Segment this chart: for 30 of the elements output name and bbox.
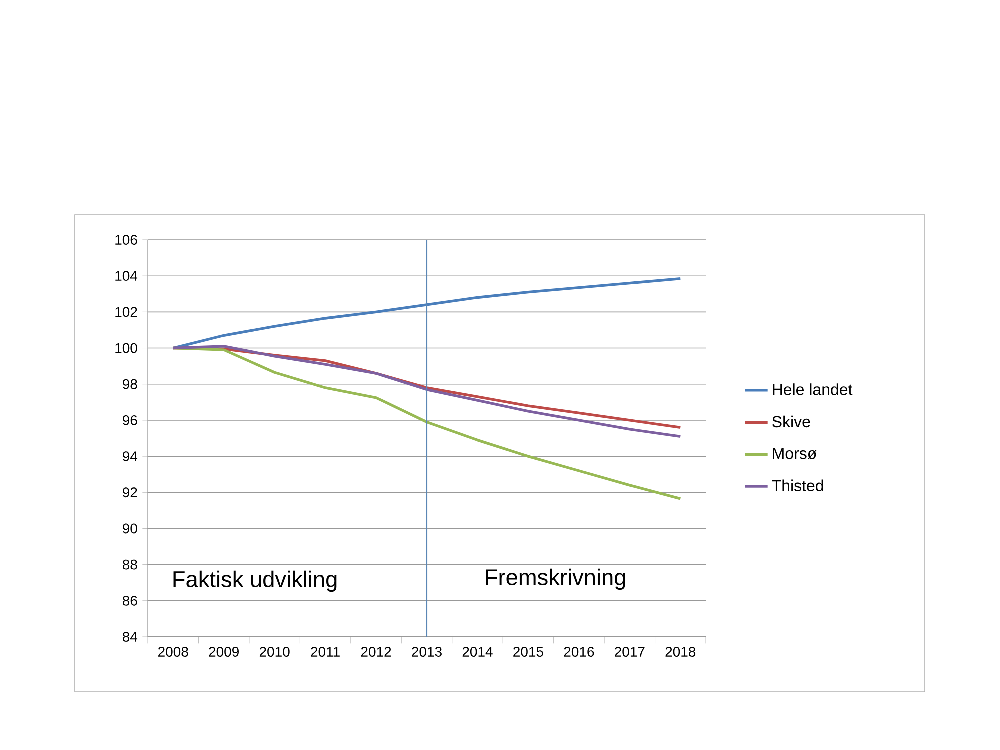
x-tick-label: 2014 [462,647,493,657]
y-tick-label: 86 [122,596,138,606]
y-tick-label: 104 [116,271,138,282]
x-tick-label: 2015 [514,647,544,657]
x-tick-label: 2009 [209,647,239,657]
x-tick-label: 2017 [615,647,645,657]
legend-label: Morsø [773,448,817,460]
x-tick-label: 2018 [666,647,696,657]
legend-label: Hele landet [773,384,853,396]
x-tick-label: 2008 [158,647,188,657]
x-tick-label: 2012 [361,647,392,657]
y-tick-label: 100 [116,343,138,354]
annotation: Faktisk udvikling [174,570,337,592]
y-tick-label: 92 [123,488,138,498]
x-tick-label: 2013 [412,647,442,657]
legend-label: Thisted [772,480,824,492]
legend-label: Skive [772,416,810,428]
x-tick-label: 2011 [311,647,340,657]
y-tick-label: 98 [123,379,138,390]
y-tick-label: 94 [123,452,138,462]
y-tick-label: 96 [123,416,138,426]
x-tick-label: 2010 [260,647,290,657]
x-tick-label: 2016 [564,647,594,657]
y-tick-label: 106 [116,235,138,245]
line-series [172,277,682,350]
y-tick-label: 88 [122,560,138,570]
annotation: Fremskrivning [486,568,626,590]
y-tick-label: 84 [122,632,138,642]
y-tick-label: 102 [116,307,138,318]
y-tick-label: 90 [123,524,138,534]
